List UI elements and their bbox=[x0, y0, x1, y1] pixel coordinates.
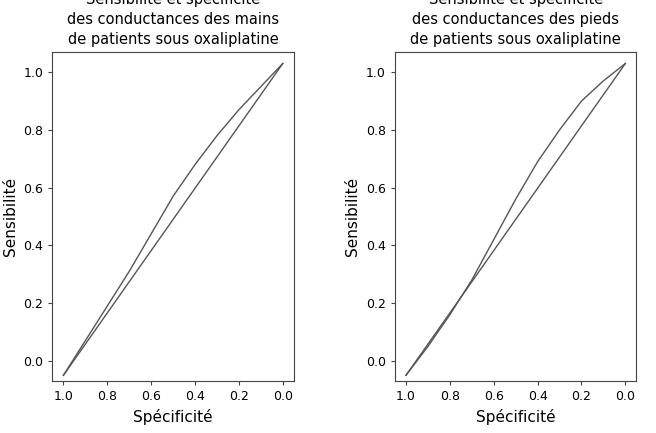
Title: Sensibilité et spécificité
des conductances des pieds
de patients sous oxaliplat: Sensibilité et spécificité des conductan… bbox=[410, 0, 621, 47]
X-axis label: Spécificité: Spécificité bbox=[133, 409, 213, 425]
Title: Sensibilité et spécificité
des conductances des mains
de patients sous oxaliplat: Sensibilité et spécificité des conductan… bbox=[67, 0, 279, 47]
X-axis label: Spécificité: Spécificité bbox=[476, 409, 556, 425]
Y-axis label: Sensibilité: Sensibilité bbox=[346, 177, 361, 256]
Y-axis label: Sensibilité: Sensibilité bbox=[3, 177, 18, 256]
